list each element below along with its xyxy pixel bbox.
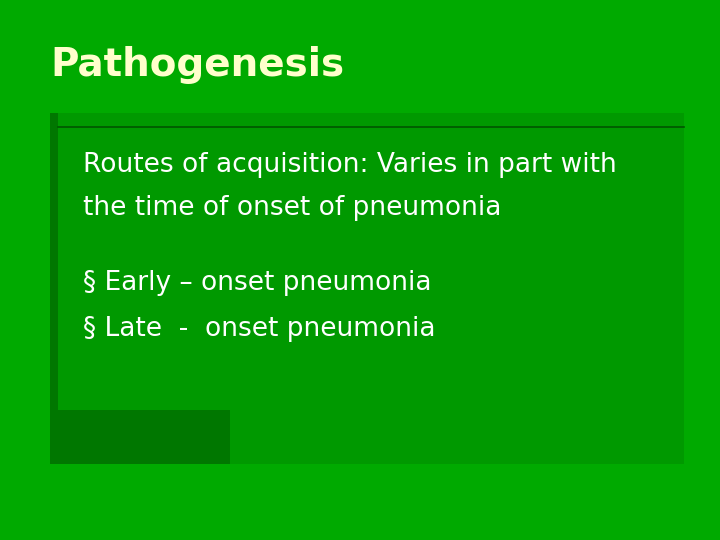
Text: § Late  -  onset pneumonia: § Late - onset pneumonia xyxy=(83,316,436,342)
Text: § Early – onset pneumonia: § Early – onset pneumonia xyxy=(83,271,431,296)
Text: Pathogenesis: Pathogenesis xyxy=(50,46,345,84)
Bar xyxy=(50,410,230,464)
Text: Routes of acquisition: Varies in part with: Routes of acquisition: Varies in part wi… xyxy=(83,152,616,178)
Bar xyxy=(50,113,58,464)
Text: the time of onset of pneumonia: the time of onset of pneumonia xyxy=(83,195,501,221)
Bar xyxy=(50,113,684,464)
